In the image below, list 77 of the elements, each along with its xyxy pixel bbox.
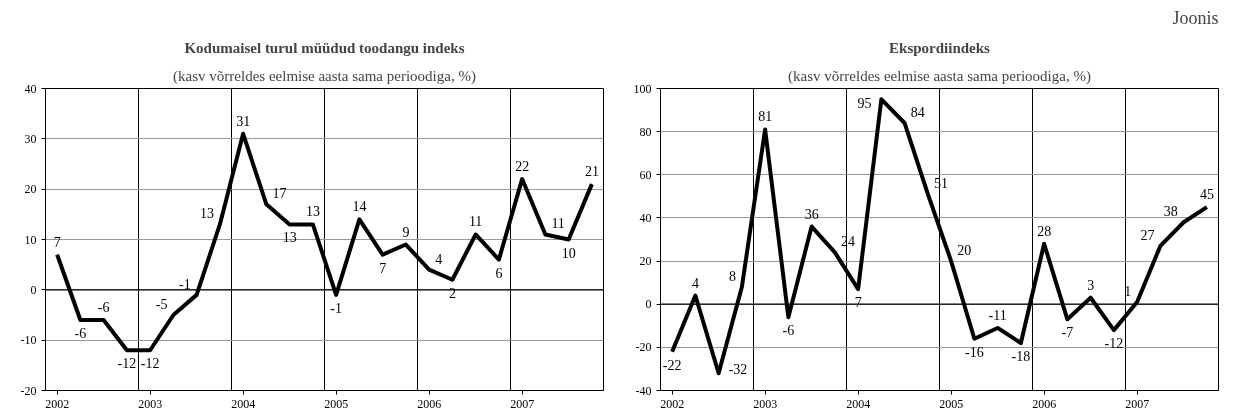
data-label: -6: [74, 326, 87, 342]
data-label: 38: [1163, 204, 1178, 220]
data-label: 22: [515, 159, 530, 175]
data-label: 3: [1087, 277, 1095, 293]
data-label: 13: [282, 230, 297, 246]
x-tick-label: 2006: [1032, 396, 1057, 411]
data-label: -16: [965, 344, 984, 360]
x-tick-label: 2006: [417, 396, 442, 411]
y-tick-label: 0: [645, 297, 652, 312]
data-label: 14: [352, 199, 367, 215]
data-label: 45: [1199, 187, 1214, 203]
data-label: -5: [155, 297, 168, 312]
chart-title: Kodumaisel turul müüdud toodangu indeks: [184, 39, 465, 56]
x-tick-label: 2003: [753, 396, 778, 411]
data-label: -12: [117, 356, 137, 372]
data-label: 7: [53, 234, 61, 250]
y-tick-label: 60: [639, 167, 652, 182]
y-tick-label: 80: [639, 124, 652, 139]
y-tick-label: -20: [20, 383, 37, 398]
data-label: 20: [957, 243, 972, 259]
data-label: -12: [140, 356, 160, 372]
data-label: 1: [1124, 284, 1132, 300]
data-label: -12: [1104, 336, 1124, 352]
data-label: -6: [782, 323, 795, 339]
data-label: 13: [305, 204, 320, 220]
data-label: 10: [561, 245, 576, 261]
x-tick-label: 2004: [231, 396, 256, 411]
data-label: 28: [1037, 223, 1052, 239]
y-tick-label: 20: [639, 254, 652, 269]
x-tick-label: 2002: [45, 396, 70, 411]
data-label: 36: [804, 206, 819, 222]
data-label: 2: [448, 285, 456, 301]
data-label: 95: [857, 96, 872, 112]
y-tick-label: -20: [635, 340, 652, 355]
x-tick-label: 2005: [324, 396, 349, 411]
chart-subtitle: (kasv võrreldes eelmise aasta sama perioodiga, %): [173, 67, 476, 85]
y-tick-label: 100: [633, 81, 652, 96]
data-label: 8: [728, 268, 736, 284]
y-tick-label: -10: [20, 333, 37, 348]
data-label: 6: [495, 265, 503, 281]
x-tick-label: 2007: [510, 396, 535, 411]
y-tick-label: 0: [30, 282, 37, 297]
data-label: -22: [662, 357, 682, 373]
data-label: 81: [758, 109, 773, 125]
data-label: 84: [910, 105, 925, 121]
data-label: 11: [551, 216, 565, 232]
data-label: -1: [330, 300, 342, 316]
data-label: 13: [199, 206, 214, 222]
y-tick-label: -40: [635, 383, 652, 398]
data-label: 11: [468, 214, 483, 230]
data-label: 4: [435, 251, 443, 267]
chart-title: Ekspordiindeks: [889, 39, 991, 56]
data-label: 17: [272, 186, 287, 202]
text: Joonis: [1172, 7, 1219, 28]
x-tick-label: 2005: [939, 396, 964, 411]
x-tick-label: 2004: [846, 396, 871, 411]
chart-subtitle: (kasv võrreldes eelmise aasta sama perioodiga, %): [788, 67, 1091, 85]
y-tick-label: 40: [24, 81, 37, 96]
data-label: 7: [379, 260, 387, 276]
data-label: 31: [236, 113, 251, 129]
data-label: 9: [402, 224, 410, 240]
y-tick-label: 10: [24, 232, 37, 247]
data-label: 4: [691, 275, 699, 291]
y-tick-label: 20: [24, 182, 37, 197]
x-tick-label: 2007: [1125, 396, 1150, 411]
data-label: -1: [178, 276, 191, 292]
data-label: -7: [1061, 325, 1074, 341]
data-label: 21: [584, 164, 599, 180]
data-label: -32: [728, 362, 748, 378]
y-tick-label: 40: [639, 210, 652, 225]
data-label: -11: [988, 307, 1007, 323]
x-tick-label: 2003: [138, 396, 163, 411]
data-label: 27: [1140, 227, 1155, 243]
data-label: -6: [97, 300, 110, 316]
y-tick-label: 30: [24, 131, 37, 146]
data-label: -18: [1011, 349, 1031, 365]
x-tick-label: 2002: [660, 396, 685, 411]
